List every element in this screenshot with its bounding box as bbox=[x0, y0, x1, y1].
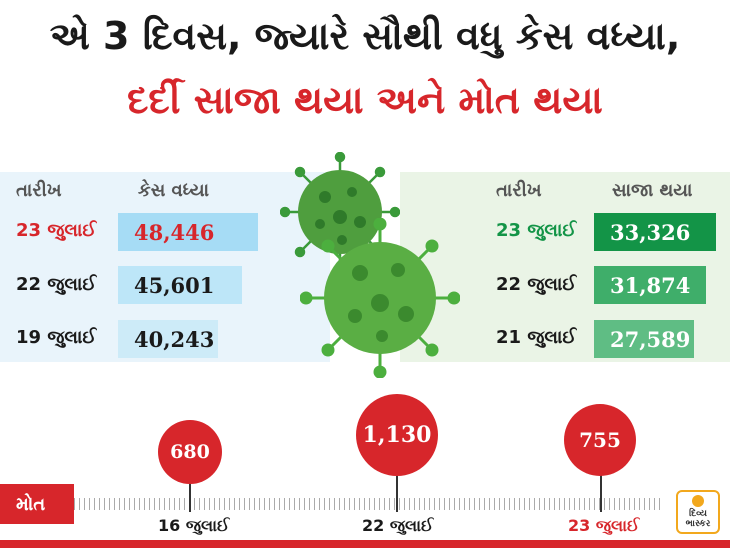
recovered-date-3: 21 જુલાઈ bbox=[496, 327, 577, 348]
recovered-date-2: 22 જુલાઈ bbox=[496, 274, 577, 295]
title-line-1: એ 3 દિવસ, જ્યારે સૌથી વધુ કેસ વધ્યા, bbox=[49, 14, 681, 58]
deaths-label: મોત bbox=[0, 484, 74, 524]
death-date-3: 23 જુલાઈ bbox=[568, 516, 640, 535]
virus-icon-bottom bbox=[300, 218, 460, 378]
stem-2 bbox=[396, 460, 398, 512]
timeline-ruler bbox=[74, 498, 664, 510]
recovered-date-1: 23 જુલાઈ bbox=[496, 220, 577, 241]
recovered-bar-3: 27,589 bbox=[594, 320, 694, 358]
cases-bar-3: 40,243 bbox=[118, 320, 218, 358]
recovered-header-date: તારીખ bbox=[496, 180, 542, 201]
death-circle-3: 755 bbox=[564, 404, 636, 476]
bottom-border bbox=[0, 540, 730, 548]
cases-header-date: તારીખ bbox=[16, 180, 62, 201]
death-date-2: 22 જુલાઈ bbox=[362, 516, 434, 535]
cases-date-3: 19 જુલાઈ bbox=[16, 327, 97, 348]
recovered-bar-1: 33,326 bbox=[594, 213, 716, 251]
logo-line-2: ભાસ્કર bbox=[685, 519, 711, 529]
cases-date-2: 22 જુલાઈ bbox=[16, 274, 97, 295]
logo-line-1: દિવ્ય bbox=[689, 509, 707, 519]
cases-header-value: કેસ વધ્યા bbox=[138, 180, 210, 201]
stem-1 bbox=[189, 462, 191, 512]
death-date-1: 16 જુલાઈ bbox=[158, 516, 230, 535]
recovered-bar-2: 31,874 bbox=[594, 266, 706, 304]
recovered-header-value: સાજા થયા bbox=[612, 180, 693, 201]
death-circle-2: 1,130 bbox=[356, 394, 438, 476]
sun-icon bbox=[692, 495, 704, 507]
cases-bar-1: 48,446 bbox=[118, 213, 258, 251]
divya-bhaskar-logo: દિવ્ય ભાસ્કર bbox=[676, 490, 720, 534]
death-circle-1: 680 bbox=[158, 420, 222, 484]
stem-3 bbox=[600, 460, 602, 512]
cases-bar-2: 45,601 bbox=[118, 266, 242, 304]
cases-date-1: 23 જુલાઈ bbox=[16, 220, 97, 241]
title-line-2: દર્દી સાજા થયા અને મોત થયા bbox=[127, 78, 603, 122]
